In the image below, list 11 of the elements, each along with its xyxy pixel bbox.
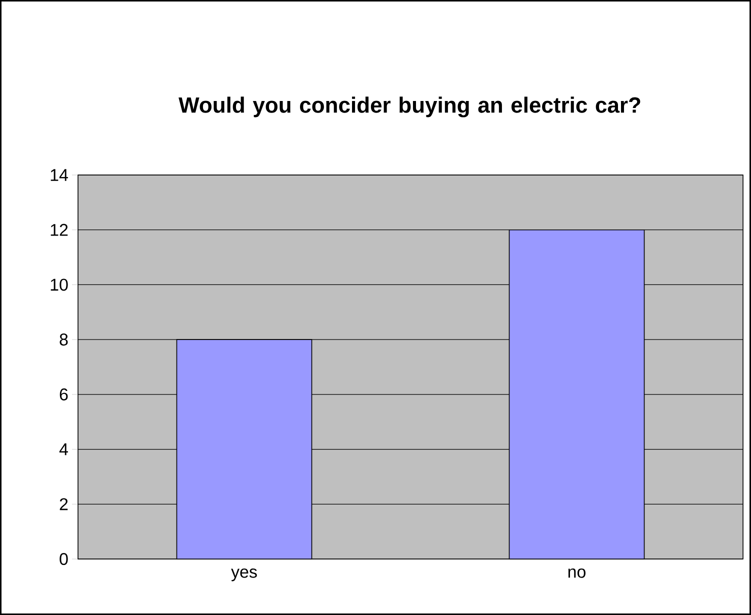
y-tick-label: 8 [60,334,68,346]
y-tick-label: 14 [50,169,68,181]
y-tick-label: 10 [50,278,68,291]
chart-title: Would you concider buying an electric car? [178,96,640,118]
x-tick-label: yes [231,568,257,582]
y-tick-label: 4 [59,443,68,456]
y-tick-label: 12 [50,224,68,236]
y-tick-label: 2 [60,498,68,510]
x-tick-label: no [568,568,586,578]
y-tick-label: 0 [60,552,68,566]
y-tick-label: 6 [60,388,68,400]
